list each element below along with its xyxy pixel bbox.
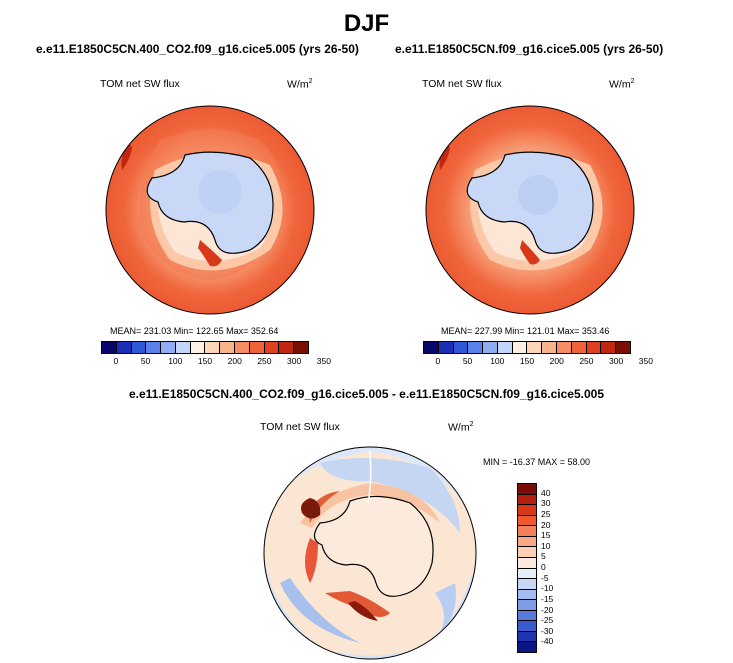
diff-variable-label: TOM net SW flux [260,421,340,433]
colorbar-tick-label: 350 [316,356,331,366]
colorbar-swatch [102,342,117,353]
colorbar-swatch [518,579,536,590]
colorbar-tick-label: 30 [541,498,551,509]
colorbar-swatch [249,342,265,353]
diff-colorbar [517,483,537,653]
colorbar-swatch [527,342,543,353]
panel-2-colorbar [423,341,631,354]
colorbar-tick-label: 0 [113,356,119,366]
colorbar-tick-label: 50 [140,356,151,366]
colorbar-swatch [161,342,176,353]
colorbar-tick-label: 150 [519,356,535,366]
colorbar-swatch [175,342,191,353]
colorbar-swatch [205,342,221,353]
colorbar-tick-label: -10 [541,583,554,594]
colorbar-tick-label: 300 [287,356,302,366]
colorbar-tick-label: -25 [541,615,554,626]
colorbar-tick-label: 15 [541,530,551,541]
colorbar-swatch [294,342,308,353]
diff-title: e.e11.E1850C5CN.400_CO2.f09_g16.cice5.00… [128,387,604,401]
colorbar-tick-label: 50 [462,356,473,366]
colorbar-tick-label: -40 [541,636,554,647]
colorbar-tick-label: 100 [168,356,183,366]
panel-2-polar-map [425,105,635,315]
colorbar-tick-label: 25 [541,508,551,519]
colorbar-swatch [116,342,132,353]
diff-stats: MIN = -16.37 MAX = 58.00 [483,457,591,467]
colorbar-tick-label: -15 [541,593,554,604]
colorbar-swatch [235,342,250,353]
colorbar-tick-label: 200 [549,356,564,366]
colorbar-swatch [518,568,536,580]
colorbar-tick-label: 300 [609,356,624,366]
colorbar-tick-label: 10 [541,540,551,551]
colorbar-swatch [571,342,587,353]
panel-2-case-title: e.e11.E1850C5CN.f09_g16.cice5.005 (yrs 2… [395,42,664,56]
colorbar-tick-label: 5 [541,551,546,562]
panel-1-variable-label: TOM net SW flux [100,78,180,90]
colorbar-swatch [146,342,162,353]
colorbar-tick-label: 150 [197,356,213,366]
colorbar-swatch [264,342,280,353]
colorbar-tick-label: 200 [227,356,242,366]
colorbar-tick-label: 0 [541,562,546,572]
colorbar-swatch [586,342,602,353]
colorbar-swatch [220,342,236,353]
colorbar-tick-label: 100 [490,356,505,366]
panel-2-stats: MEAN= 227.99 Min= 121.01 Max= 353.46 [441,326,610,336]
colorbar-swatch [190,342,206,353]
colorbar-tick-label: -30 [541,625,554,636]
colorbar-tick-label: 40 [541,487,551,498]
colorbar-swatch [279,342,295,353]
panel-1-colorbar-ticks: 0 50 100 150 200 250 300 350 [101,356,330,368]
colorbar-tick-label: -5 [541,572,549,583]
colorbar-swatch [616,342,630,353]
colorbar-swatch [131,342,147,353]
colorbar-swatch [518,589,536,601]
diff-polar-map [263,446,477,660]
colorbar-swatch [518,600,536,611]
colorbar-swatch [518,484,536,495]
colorbar-swatch [518,621,536,632]
colorbar-swatch [468,342,484,353]
panel-1-polar-map [105,105,315,315]
diff-units-label: W/m2 [448,421,474,434]
colorbar-swatch [518,610,536,622]
panel-2-units-label: W/m2 [609,78,635,91]
colorbar-tick-label: 350 [638,356,653,366]
colorbar-swatch [542,342,558,353]
colorbar-swatch [518,631,536,643]
panel-2-variable-label: TOM net SW flux [422,78,502,90]
colorbar-swatch [453,342,469,353]
panel-1-case-title: e.e11.E1850C5CN.400_CO2.f09_g16.cice5.00… [36,42,359,56]
colorbar-tick-label: 0 [435,356,441,366]
colorbar-tick-label: 20 [541,519,551,530]
panel-1-colorbar [101,341,309,354]
colorbar-swatch [518,505,536,516]
colorbar-tick-label: -20 [541,604,554,615]
panel-1-stats: MEAN= 231.03 Min= 122.65 Max= 352.64 [110,326,279,336]
colorbar-swatch [497,342,513,353]
colorbar-swatch [438,342,454,353]
colorbar-tick-label: 250 [579,356,594,366]
panel-1-units-label: W/m2 [287,78,313,91]
figure-title: DJF [343,10,390,37]
colorbar-swatch [518,642,536,652]
antarctica-landmass [313,495,434,597]
colorbar-swatch [518,526,536,537]
panel-2-colorbar-ticks: 0 50 100 150 200 250 300 350 [423,356,652,368]
colorbar-swatch [483,342,498,353]
colorbar-swatch [518,557,536,569]
diff-colorbar-ticks: 40 30 25 20 15 10 5 0 -5 -10 -15 -20 -25 -30 -40 [541,483,571,653]
colorbar-tick-label: 250 [257,356,272,366]
colorbar-swatch [512,342,528,353]
colorbar-swatch [424,342,439,353]
colorbar-swatch [518,494,536,506]
colorbar-swatch [518,536,536,548]
colorbar-swatch [557,342,572,353]
colorbar-swatch [601,342,617,353]
colorbar-swatch [518,515,536,527]
colorbar-swatch [518,547,536,558]
